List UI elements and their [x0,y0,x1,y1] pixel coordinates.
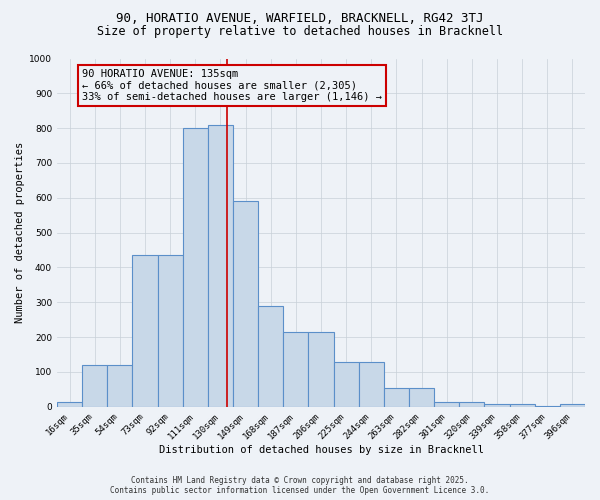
Bar [57,402,82,407]
Bar [283,332,308,407]
Bar [334,362,359,407]
Text: 90 HORATIO AVENUE: 135sqm
← 66% of detached houses are smaller (2,305)
33% of se: 90 HORATIO AVENUE: 135sqm ← 66% of detac… [82,69,382,102]
Bar [233,202,258,407]
Bar [459,402,484,407]
Bar [384,388,409,407]
Bar [208,124,233,407]
Y-axis label: Number of detached properties: Number of detached properties [15,142,25,324]
Text: Contains HM Land Registry data © Crown copyright and database right 2025.
Contai: Contains HM Land Registry data © Crown c… [110,476,490,495]
Bar [509,404,535,407]
Bar [183,128,208,407]
Bar [484,404,509,407]
Bar [107,365,133,407]
Bar [258,306,283,407]
Bar [82,365,107,407]
Bar [308,332,334,407]
Text: 90, HORATIO AVENUE, WARFIELD, BRACKNELL, RG42 3TJ: 90, HORATIO AVENUE, WARFIELD, BRACKNELL,… [116,12,484,26]
Bar [359,362,384,407]
Bar [434,402,459,407]
Text: Size of property relative to detached houses in Bracknell: Size of property relative to detached ho… [97,25,503,38]
Bar [133,256,158,407]
Bar [409,388,434,407]
Bar [158,256,183,407]
Bar [560,404,585,407]
Bar [535,406,560,407]
X-axis label: Distribution of detached houses by size in Bracknell: Distribution of detached houses by size … [158,445,484,455]
